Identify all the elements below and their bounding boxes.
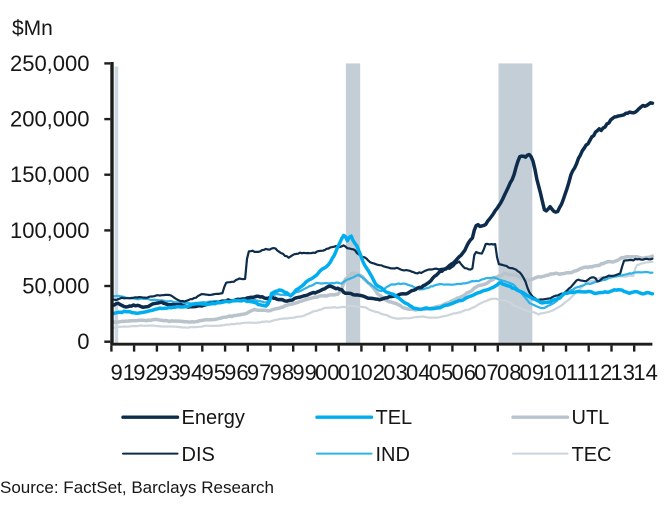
svg-text:100,000: 100,000 [10,218,90,243]
svg-text:13: 13 [611,360,635,385]
svg-text:TEC: TEC [572,444,612,466]
svg-text:08: 08 [497,360,521,385]
svg-text:99: 99 [292,360,316,385]
svg-text:03: 03 [383,360,407,385]
svg-text:10: 10 [542,360,566,385]
svg-text:50,000: 50,000 [22,274,89,299]
svg-text:04: 04 [406,360,430,385]
svg-text:14: 14 [633,360,657,385]
svg-text:91: 91 [111,360,135,385]
svg-text:95: 95 [201,360,225,385]
svg-text:0: 0 [77,329,89,354]
svg-text:01: 01 [338,360,362,385]
svg-text:200,000: 200,000 [10,107,90,132]
svg-text:98: 98 [270,360,294,385]
svg-text:09: 09 [520,360,544,385]
svg-text:05: 05 [429,360,453,385]
svg-text:06: 06 [451,360,475,385]
svg-text:150,000: 150,000 [10,162,90,187]
svg-text:UTL: UTL [572,407,610,429]
svg-text:97: 97 [247,360,271,385]
svg-text:Energy: Energy [182,407,245,429]
svg-text:93: 93 [156,360,180,385]
svg-text:DIS: DIS [182,444,215,466]
svg-text:94: 94 [179,360,203,385]
svg-text:92: 92 [133,360,157,385]
svg-text:00: 00 [315,360,339,385]
svg-text:07: 07 [474,360,498,385]
svg-text:250,000: 250,000 [10,51,90,76]
svg-text:02: 02 [361,360,385,385]
svg-text:96: 96 [224,360,248,385]
svg-text:TEL: TEL [376,407,413,429]
svg-text:$Mn: $Mn [12,17,53,40]
svg-text:Source: FactSet, Barclays Rese: Source: FactSet, Barclays Research [0,478,274,497]
svg-text:IND: IND [376,444,410,466]
svg-text:11: 11 [566,360,589,385]
svg-text:12: 12 [588,360,612,385]
